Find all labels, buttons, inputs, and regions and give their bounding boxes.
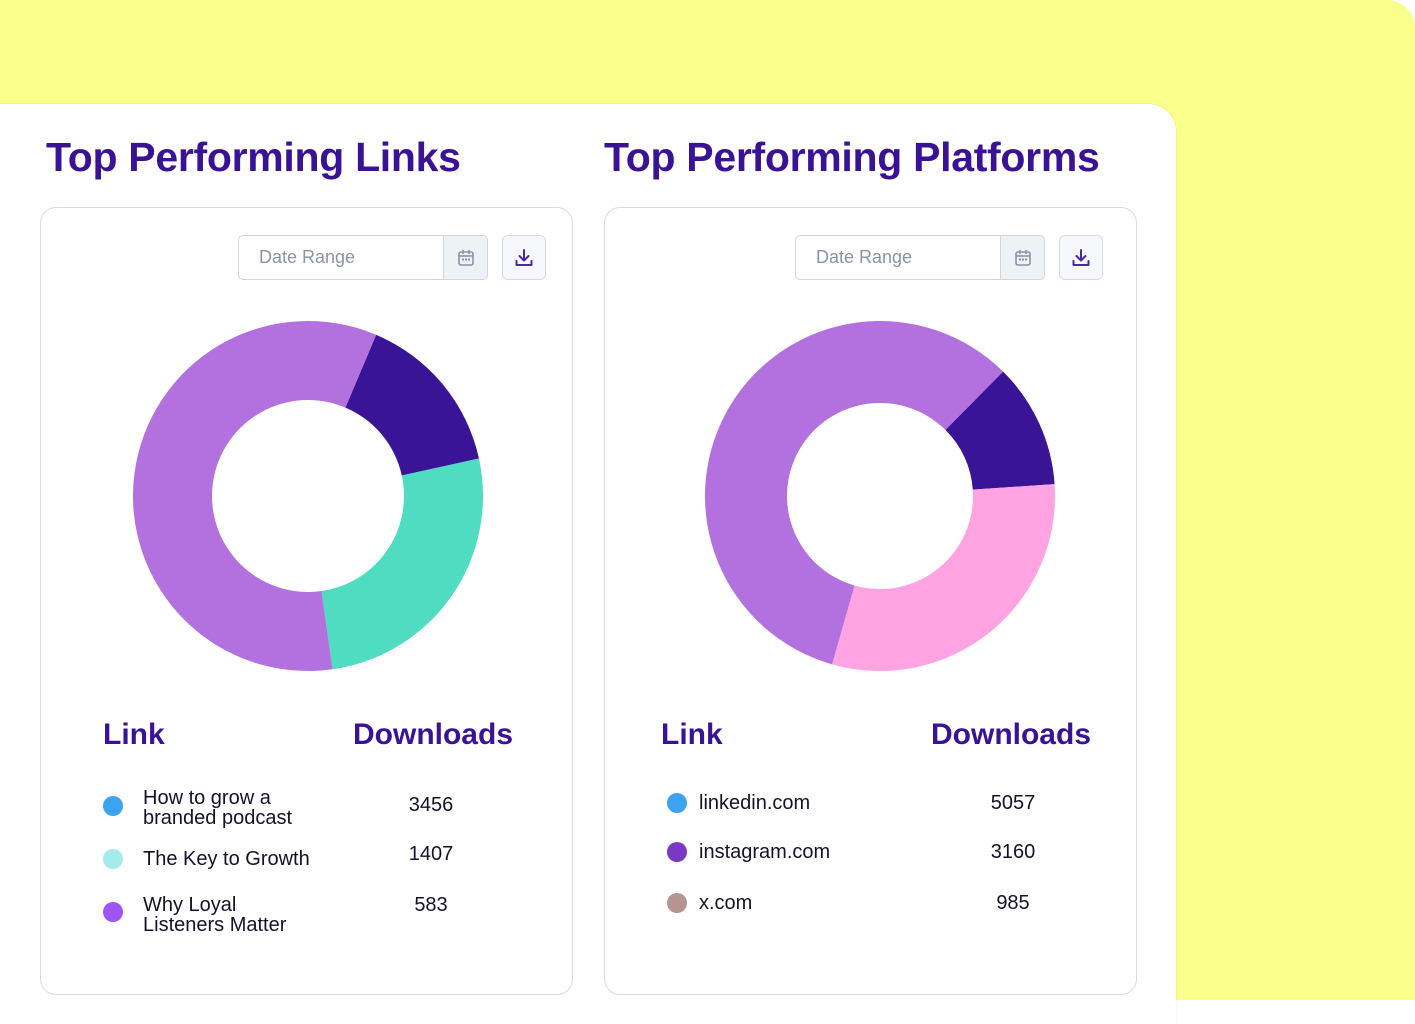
link-name: Why Loyal Listeners Matter (143, 894, 287, 936)
donut-slice-1 (832, 484, 1055, 671)
link-column-header: Link (661, 718, 723, 751)
donut-slice-2 (705, 321, 1004, 665)
calendar-button[interactable] (1000, 236, 1044, 279)
links-section-title: Top Performing Links (46, 134, 461, 180)
list-item: Why Loyal Listeners Matter 583 (41, 895, 572, 955)
download-count: 1407 (408, 843, 454, 865)
date-range-input[interactable] (796, 236, 1000, 279)
date-range-picker (795, 235, 1045, 280)
legend-dot (103, 849, 123, 869)
download-count: 5057 (990, 792, 1036, 814)
calendar-button[interactable] (443, 236, 487, 279)
legend-dot (667, 842, 687, 862)
download-count: 985 (996, 892, 1030, 914)
platforms-section-title: Top Performing Platforms (604, 134, 1100, 180)
download-button[interactable] (502, 235, 546, 280)
legend-dot (103, 796, 123, 816)
platforms-donut-chart (705, 321, 1055, 671)
legend-dot (667, 893, 687, 913)
links-donut-chart (133, 320, 483, 671)
download-icon (515, 248, 533, 266)
donut-slice-0 (345, 334, 479, 476)
download-count: 583 (414, 894, 448, 916)
link-column-header: Link (103, 718, 165, 751)
calendar-icon (457, 249, 474, 266)
platforms-panel: Link Downloads linkedin.com 5057 instagr… (604, 207, 1137, 995)
date-range-input[interactable] (239, 236, 443, 279)
legend-dot (103, 902, 123, 922)
date-range-picker (238, 235, 488, 280)
list-item: x.com 985 (605, 892, 1136, 952)
downloads-column-header: Downloads (353, 718, 514, 751)
downloads-column-header: Downloads (931, 718, 1092, 751)
link-name: How to grow a branded podcast (143, 787, 293, 829)
platform-name: instagram.com (699, 841, 831, 863)
list-item: The Key to Growth 1407 (41, 844, 572, 908)
platform-name: x.com (699, 892, 753, 914)
download-count: 3456 (408, 794, 454, 816)
list-item: instagram.com 3160 (605, 841, 1136, 901)
link-name: The Key to Growth (143, 848, 310, 870)
download-icon (1072, 248, 1090, 266)
list-item: How to grow a branded podcast 3456 (41, 788, 572, 848)
links-panel: Link Downloads How to grow a branded pod… (40, 207, 573, 995)
calendar-icon (1014, 249, 1031, 266)
donut-slice-0 (945, 371, 1055, 490)
donut-slice-1 (321, 458, 483, 670)
list-item: linkedin.com 5057 (605, 792, 1136, 852)
download-count: 3160 (990, 841, 1036, 863)
download-button[interactable] (1059, 235, 1103, 280)
donut-slice-2 (133, 320, 377, 671)
platform-name: linkedin.com (699, 792, 811, 814)
legend-dot (667, 793, 687, 813)
